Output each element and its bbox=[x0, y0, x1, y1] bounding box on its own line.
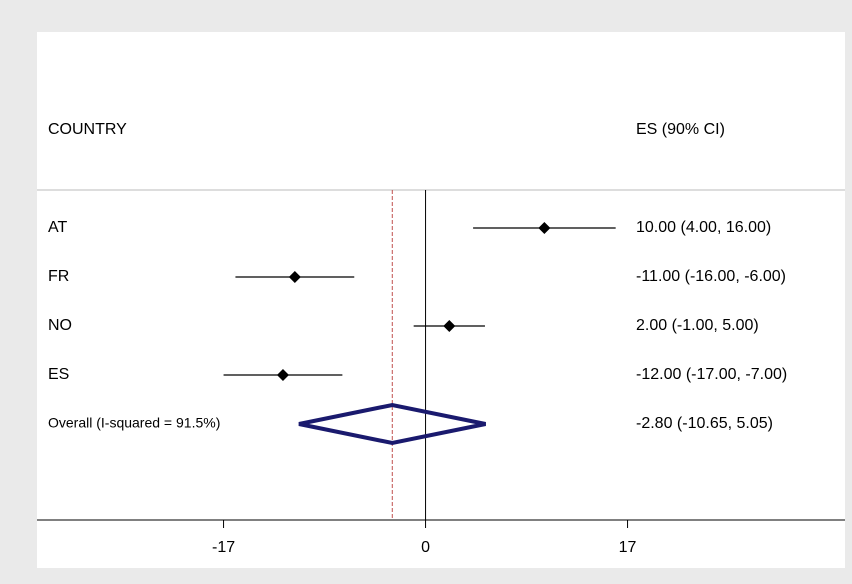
x-tick-label: 17 bbox=[619, 539, 637, 556]
study-label: FR bbox=[48, 268, 69, 285]
estimate-label: 2.00 (-1.00, 5.00) bbox=[636, 317, 759, 334]
point-estimate bbox=[276, 369, 289, 381]
overall-estimate-label: -2.80 (-10.65, 5.05) bbox=[636, 415, 773, 432]
study-label: ES bbox=[48, 366, 69, 383]
label-header: COUNTRY bbox=[48, 121, 127, 138]
point-estimate bbox=[443, 320, 456, 332]
study-label: AT bbox=[48, 219, 67, 236]
study-label: NO bbox=[48, 317, 72, 334]
point-estimate bbox=[288, 271, 301, 283]
x-tick-label: 0 bbox=[421, 539, 430, 556]
overall-label: Overall (I-squared = 91.5%) bbox=[48, 415, 220, 431]
plot-panel bbox=[37, 32, 845, 568]
x-tick-label: -17 bbox=[212, 539, 235, 556]
point-estimate bbox=[538, 222, 551, 234]
estimate-label: -11.00 (-16.00, -6.00) bbox=[636, 268, 786, 285]
estimate-label: 10.00 (4.00, 16.00) bbox=[636, 219, 771, 236]
value-header: ES (90% CI) bbox=[636, 121, 725, 138]
estimate-label: -12.00 (-17.00, -7.00) bbox=[636, 366, 787, 383]
overall-diamond bbox=[298, 402, 486, 446]
